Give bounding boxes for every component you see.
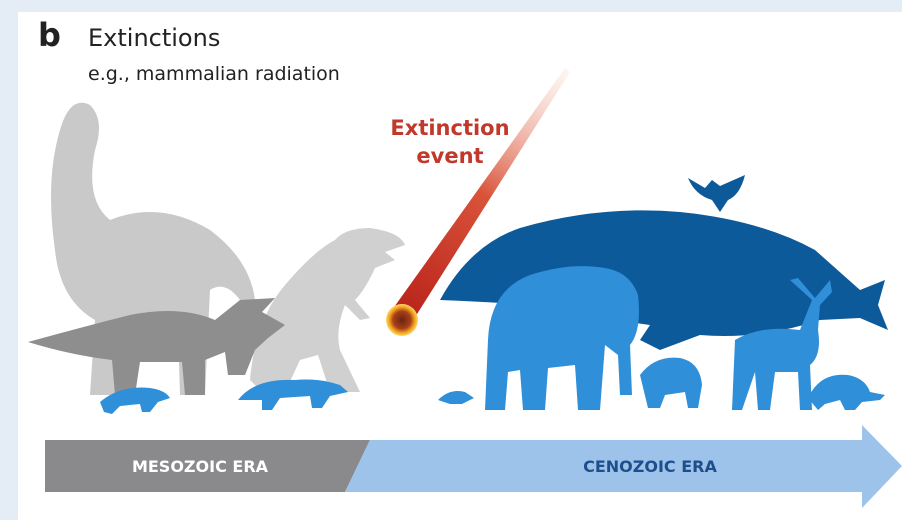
subtitle: e.g., mammalian radiation [88, 63, 340, 85]
small-mammal [238, 379, 348, 410]
warthog [640, 357, 702, 408]
small-mammal [100, 387, 170, 414]
mesozoic-bar [45, 440, 370, 492]
era-label: CENOZOIC ERA [583, 457, 717, 476]
whale [440, 210, 888, 350]
triceratops [28, 298, 285, 395]
event-label: Extinction [390, 116, 509, 140]
era-label: MESOZOIC ERA [132, 457, 269, 476]
panel-label: b [38, 16, 61, 54]
elephant [485, 266, 639, 410]
cenozoic-arrow [345, 425, 902, 508]
monkey [808, 374, 885, 410]
meteor-head [386, 304, 418, 336]
bat [688, 175, 745, 212]
mouse [438, 391, 474, 404]
kudu [732, 278, 832, 410]
event-label: event [416, 144, 483, 168]
t-rex [250, 228, 405, 392]
title: Extinctions [88, 24, 220, 52]
meteor-tail [392, 68, 570, 322]
